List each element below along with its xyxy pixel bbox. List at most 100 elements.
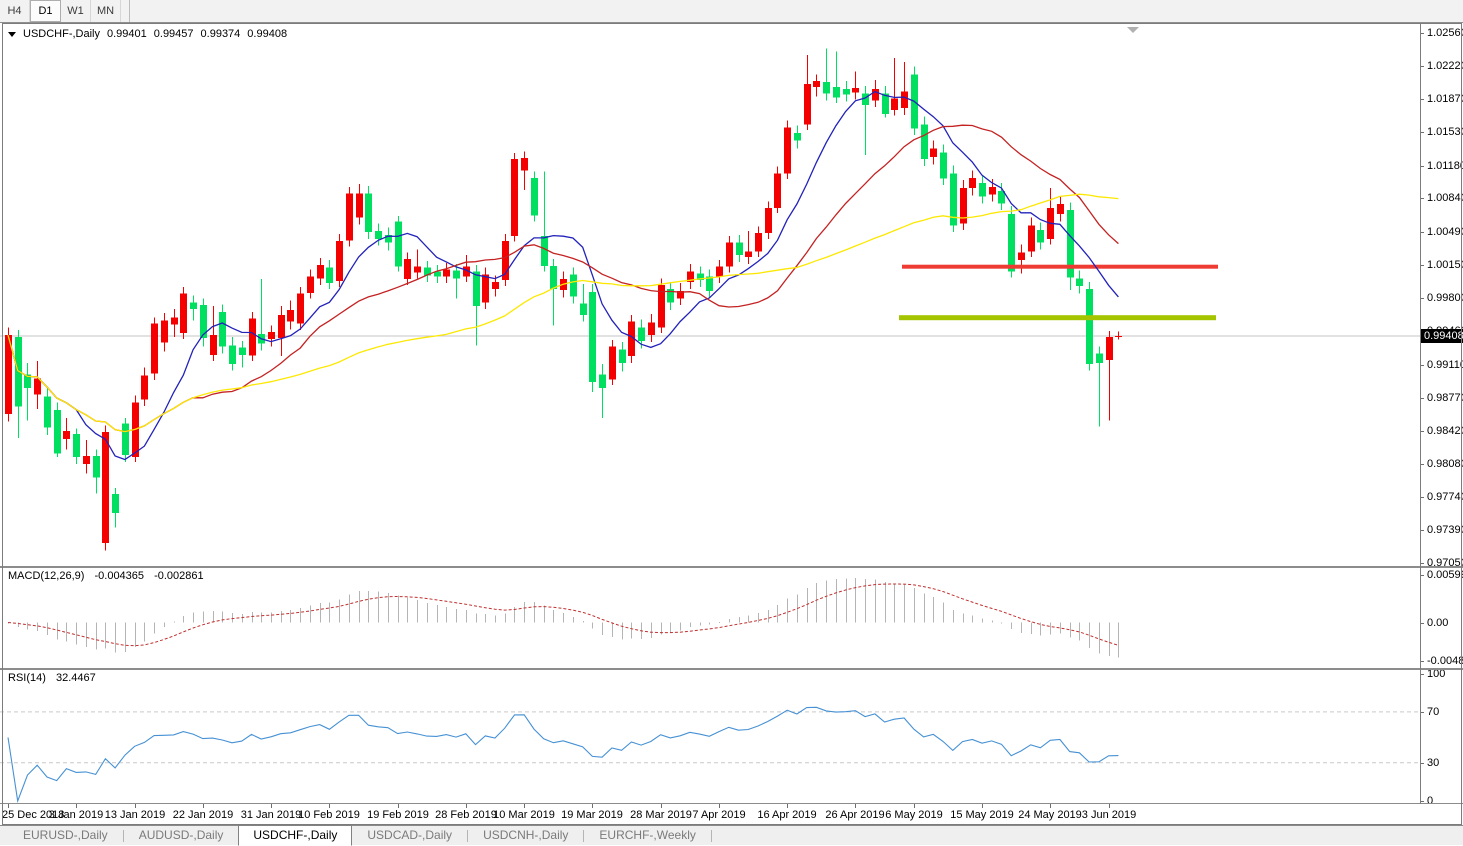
price-axis-label-tick: [1420, 99, 1424, 100]
macd-axis-label: 0.005999: [1427, 569, 1463, 581]
date-tick: [8, 804, 9, 808]
price-axis-label-tick: [1420, 132, 1424, 133]
price-axis-label-tick: [1420, 298, 1424, 299]
price-axis-label-tick: [1420, 166, 1424, 167]
price-axis-label: 1.01180: [1427, 160, 1463, 172]
rsi-axis-label: 100: [1427, 668, 1446, 680]
date-axis-label: 28 Feb 2019: [435, 809, 497, 821]
price-axis-label-tick: [1420, 464, 1424, 465]
date-axis-label: 13 Jan 2019: [104, 809, 166, 821]
date-tick: [719, 804, 720, 808]
macd-name: MACD(12,26,9): [8, 570, 85, 582]
tab-eurusd-daily[interactable]: EURUSD-,Daily: [23, 828, 108, 842]
tab-usdchf-daily[interactable]: USDCHF-,Daily: [238, 825, 353, 846]
timeframe-d1-button[interactable]: D1: [30, 0, 61, 22]
tab-separator: [710, 830, 712, 842]
main-macd-splitter[interactable]: [0, 566, 1463, 568]
date-tick: [76, 804, 77, 808]
collapse-triangle-icon[interactable]: [8, 31, 16, 37]
ohlc-low: 0.99374: [200, 28, 241, 40]
tab-usdcad-daily[interactable]: USDCAD-,Daily: [367, 828, 453, 842]
price-axis-label-tick: [1420, 431, 1424, 432]
timeframe-h4-button[interactable]: H4: [0, 0, 30, 22]
symbol-tab-bar: EURUSD-,Daily AUDUSD-,Daily USDCHF-,Dail…: [0, 825, 1463, 846]
price-axis-label: 1.00490: [1427, 226, 1463, 238]
price-axis-label-tick: [1420, 66, 1424, 67]
price-axis-label-tick: [1420, 398, 1424, 399]
date-tick: [524, 804, 525, 808]
toolbar-separator: [121, 0, 130, 22]
price-axis-label: 0.98420: [1427, 425, 1463, 437]
price-axis-label-tick: [1420, 265, 1424, 266]
date-axis-label: 7 Apr 2019: [692, 809, 746, 821]
date-tick: [592, 804, 593, 808]
ohlc-high: 0.99457: [153, 28, 194, 40]
date-tick: [329, 804, 330, 808]
timeframe-toolbar: H4 D1 W1 MN: [0, 0, 1463, 23]
tab-separator: [122, 830, 124, 842]
date-tick: [135, 804, 136, 808]
date-tick: [398, 804, 399, 808]
rsi-indicator-canvas[interactable]: [0, 670, 1420, 803]
macd-label: MACD(12,26,9) -0.004365 -0.002861: [8, 570, 204, 582]
price-axis-label: 0.97390: [1427, 524, 1463, 536]
price-axis-label: 1.01870: [1427, 93, 1463, 105]
rsi-axis-label-tick: [1420, 763, 1424, 764]
price-axis-label: 1.02220: [1427, 60, 1463, 72]
tab-eurchf-weekly[interactable]: EURCHF-,Weekly: [599, 828, 696, 842]
date-tick: [661, 804, 662, 808]
date-tick: [982, 804, 983, 808]
tab-separator: [467, 830, 469, 842]
date-axis-label: 19 Mar 2019: [561, 809, 623, 821]
price-chart-canvas[interactable]: [0, 24, 1420, 566]
tab-separator: [583, 830, 585, 842]
price-axis-label: 0.99110: [1427, 359, 1463, 371]
price-axis-label: 0.98770: [1427, 392, 1463, 404]
rsi-axis-label-tick: [1420, 674, 1424, 675]
price-axis[interactable]: 1.02560 1.02220 1.01870 1.01530 1.01180 1.008…: [1420, 23, 1463, 807]
date-axis-label: 16 Apr 2019: [757, 809, 817, 821]
date-tick: [914, 804, 915, 808]
date-axis-label: 3 Jan 2019: [48, 809, 104, 821]
date-axis-label: 25 Dec 2018: [2, 809, 65, 821]
price-axis-label: 1.01530: [1427, 126, 1463, 138]
macd-rsi-splitter[interactable]: [0, 668, 1463, 670]
macd-indicator-canvas[interactable]: [0, 568, 1420, 667]
price-axis-label: 1.00840: [1427, 192, 1463, 204]
rsi-value: 32.4467: [55, 672, 96, 684]
price-axis-divider: [1420, 23, 1421, 804]
date-axis-label: 28 Mar 2019: [630, 809, 692, 821]
rsi-name: RSI(14): [8, 672, 46, 684]
date-axis-label: 31 Jan 2019: [240, 809, 302, 821]
rsi-axis-label-tick: [1420, 801, 1424, 802]
current-price-box: 0.99408: [1420, 329, 1463, 343]
date-axis-label: 26 Apr 2019: [825, 809, 885, 821]
ohlc-close: 0.99408: [247, 28, 288, 40]
rsi-axis-label-tick: [1420, 712, 1424, 713]
price-axis-label: 0.97740: [1427, 491, 1463, 503]
date-tick: [271, 804, 272, 808]
macd-axis-label-tick: [1420, 623, 1424, 624]
price-axis-label-tick: [1420, 33, 1424, 34]
rsi-axis-label: 70: [1427, 706, 1440, 718]
date-axis-label: 19 Feb 2019: [367, 809, 429, 821]
rsi-axis-label: 30: [1427, 757, 1440, 769]
tab-usdcnh-daily[interactable]: USDCNH-,Daily: [483, 828, 569, 842]
macd-axis-label-tick: [1420, 661, 1424, 662]
rsi-axis-label: 0: [1427, 795, 1434, 807]
tab-audusd-daily[interactable]: AUDUSD-,Daily: [138, 828, 224, 842]
price-axis-label-tick: [1420, 563, 1424, 564]
date-axis-label: 3 Jun 2019: [1081, 809, 1137, 821]
date-tick: [466, 804, 467, 808]
price-axis-label-tick: [1420, 497, 1424, 498]
timeframe-w1-button[interactable]: W1: [61, 0, 91, 22]
date-tick: [1109, 804, 1110, 808]
date-tick: [855, 804, 856, 808]
timeframe-mn-button[interactable]: MN: [91, 0, 121, 22]
price-axis-label-tick: [1420, 232, 1424, 233]
macd-axis-label-tick: [1420, 575, 1424, 576]
macd-axis-label: -0.004858: [1427, 655, 1463, 667]
date-axis[interactable]: 25 Dec 2018 3 Jan 2019 13 Jan 2019 22 Jan 2…: [0, 804, 1420, 823]
chart-shift-marker-icon[interactable]: [1127, 27, 1139, 33]
date-axis-label: 6 May 2019: [885, 809, 943, 821]
